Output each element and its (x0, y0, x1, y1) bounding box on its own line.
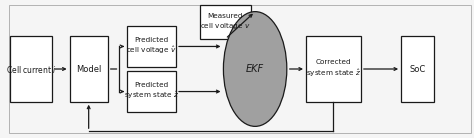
Text: Corrected
system state $\hat{z}$: Corrected system state $\hat{z}$ (306, 59, 361, 79)
Text: Model: Model (76, 64, 101, 74)
Text: Predicted
system state $\hat{z}$: Predicted system state $\hat{z}$ (124, 82, 179, 101)
FancyBboxPatch shape (200, 5, 251, 39)
FancyBboxPatch shape (10, 36, 52, 102)
FancyBboxPatch shape (306, 36, 361, 102)
FancyBboxPatch shape (70, 36, 108, 102)
Text: Measured
cell voltage $v$: Measured cell voltage $v$ (200, 13, 251, 31)
Text: EKF: EKF (246, 64, 264, 74)
FancyBboxPatch shape (127, 71, 176, 112)
Ellipse shape (223, 12, 287, 126)
Text: Predicted
cell voltage $\hat{v}$: Predicted cell voltage $\hat{v}$ (127, 37, 177, 56)
Text: SoC: SoC (409, 64, 426, 74)
Text: Cell current $i$: Cell current $i$ (6, 63, 57, 75)
FancyBboxPatch shape (401, 36, 434, 102)
FancyBboxPatch shape (9, 5, 471, 133)
FancyBboxPatch shape (127, 26, 176, 67)
